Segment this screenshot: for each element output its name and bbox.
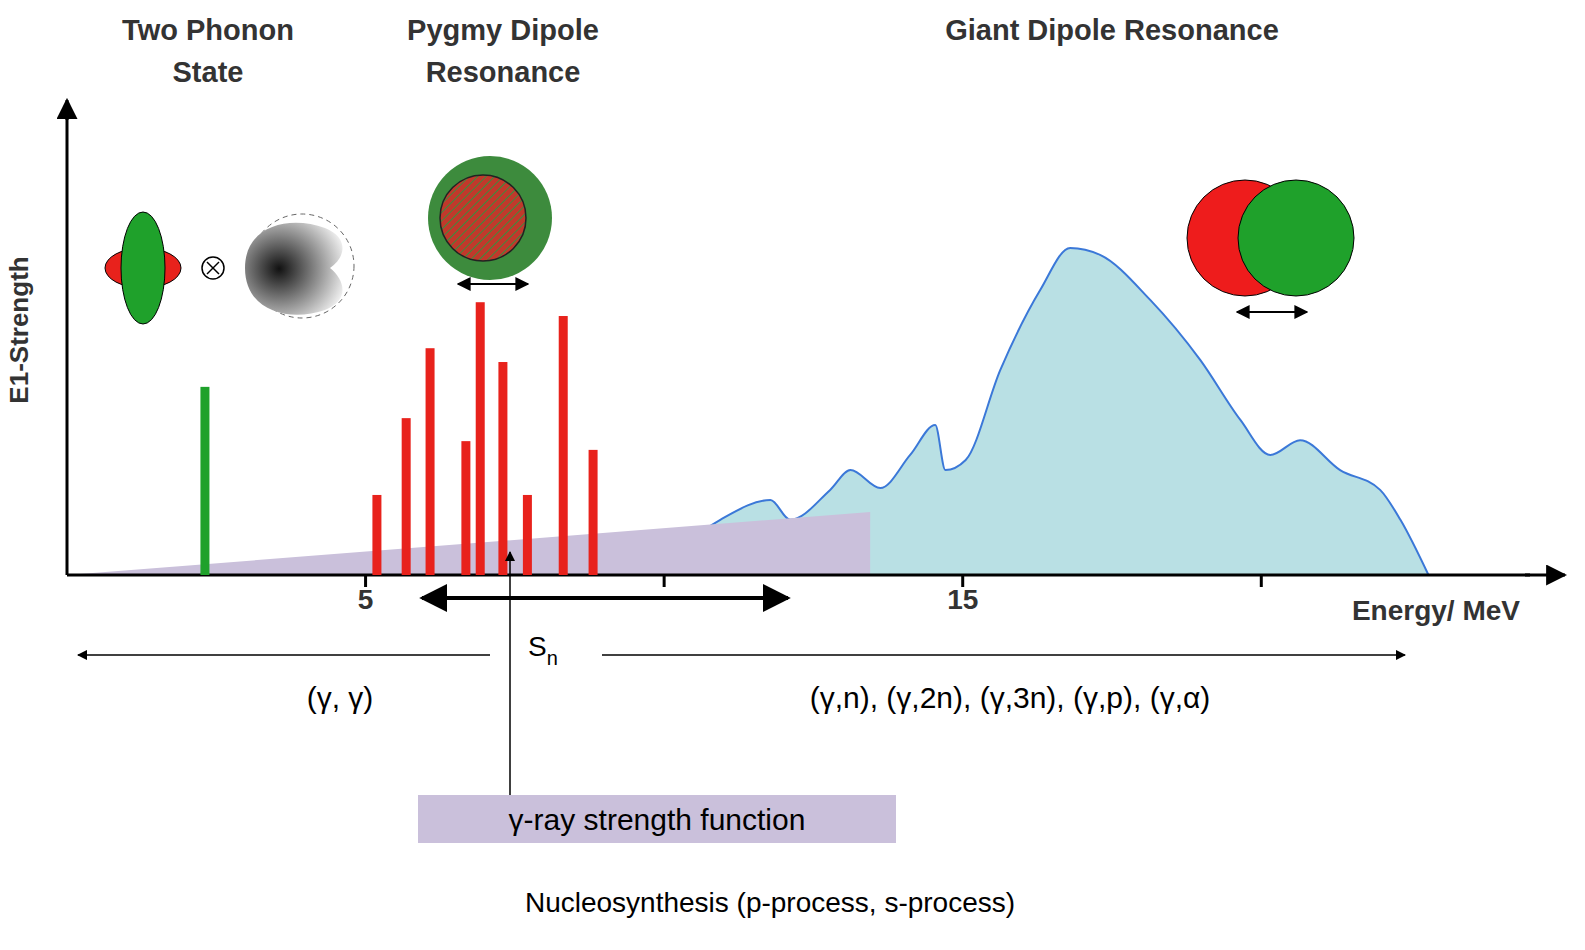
svg-text:E1-Strength: E1-Strength xyxy=(4,256,34,403)
svg-text:Two PhononState: Two PhononState xyxy=(122,14,294,88)
svg-text:(γ,n), (γ,2n), (γ,3n), (γ,p),: (γ,n), (γ,2n), (γ,3n), (γ,p), (γ,α) xyxy=(810,681,1211,714)
svg-text:Energy/ MeV: Energy/ MeV xyxy=(1352,595,1520,626)
svg-text:Nucleosynthesis (p-process, s-: Nucleosynthesis (p-process, s-process) xyxy=(525,887,1015,918)
svg-text:Giant Dipole Resonance: Giant Dipole Resonance xyxy=(945,14,1279,46)
svg-text:γ-ray strength function: γ-ray strength function xyxy=(509,803,806,836)
svg-text:15: 15 xyxy=(947,584,978,615)
svg-text:Pygmy DipoleResonance: Pygmy DipoleResonance xyxy=(407,14,599,88)
svg-text:(γ, γ): (γ, γ) xyxy=(307,681,374,714)
svg-text:5: 5 xyxy=(358,584,374,615)
svg-text:Sn: Sn xyxy=(528,631,558,669)
